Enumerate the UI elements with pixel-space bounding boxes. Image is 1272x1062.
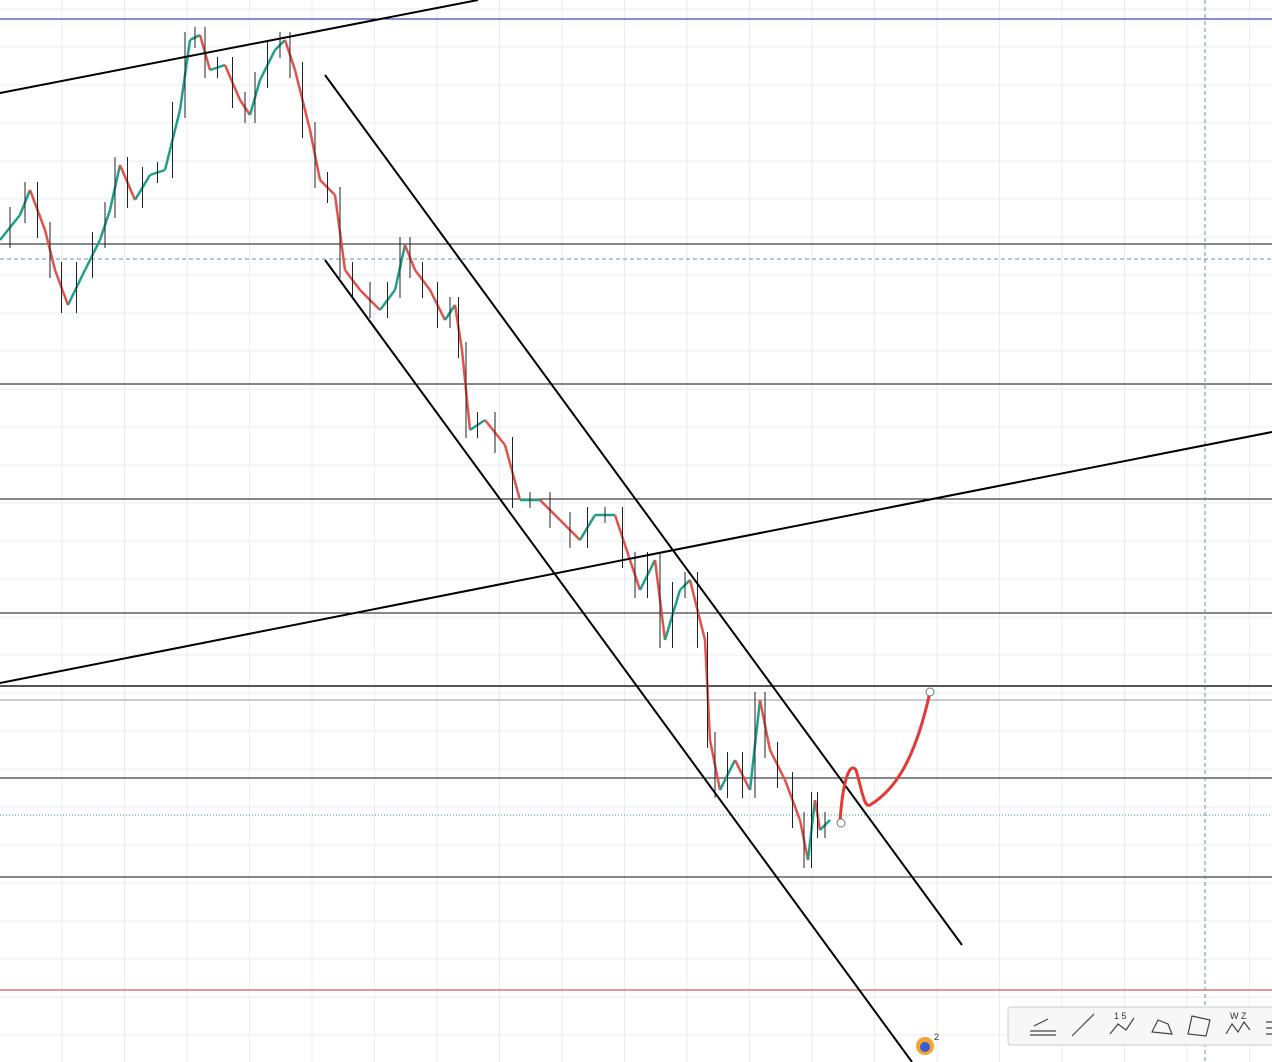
tool-pattern[interactable]: [1109, 1017, 1135, 1035]
tool-line[interactable]: [1071, 1013, 1095, 1037]
badge[interactable]: 2: [916, 1032, 939, 1055]
drawing-toolbar: 1 5 W Z: [1007, 1006, 1272, 1046]
price-series: [0, 27, 831, 868]
trendline[interactable]: [0, 0, 479, 94]
tool-wave[interactable]: [1225, 1020, 1251, 1035]
badge-icon-inner: [920, 1042, 930, 1052]
trendline[interactable]: [324, 259, 913, 1062]
tool-fib[interactable]: [1030, 1018, 1056, 1036]
badge-count: 2: [934, 1032, 939, 1042]
trendline[interactable]: [324, 74, 963, 946]
tool-label: 1 5: [1114, 1011, 1127, 1021]
tool-polygon[interactable]: [1151, 1019, 1173, 1035]
drawing-handle[interactable]: [836, 818, 846, 828]
tool-more[interactable]: [1266, 1021, 1272, 1035]
trendline[interactable]: [0, 431, 1272, 684]
tool-label: W Z: [1230, 1011, 1247, 1021]
tool-rect[interactable]: [1187, 1015, 1211, 1037]
projection-drawing[interactable]: [838, 690, 932, 824]
drawing-handle[interactable]: [925, 687, 935, 697]
